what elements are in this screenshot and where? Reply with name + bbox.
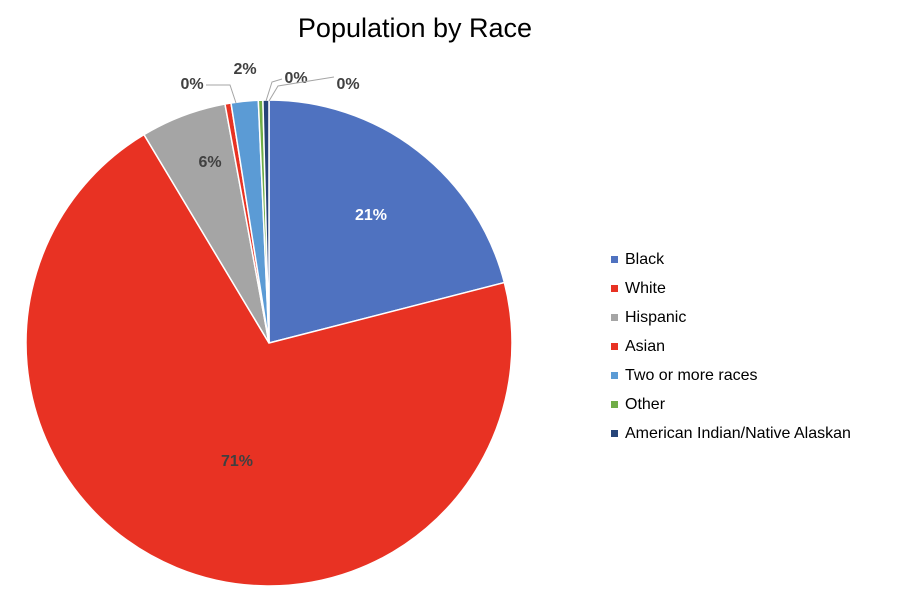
legend-item: American Indian/Native Alaskan — [611, 419, 851, 448]
leader-line — [265, 78, 283, 102]
legend-label: Black — [625, 250, 665, 268]
pie-slice-black — [268, 99, 506, 344]
chart-title: Population by Race — [297, 13, 533, 43]
data-label: 21% — [355, 207, 387, 224]
legend-item: White — [611, 274, 851, 303]
legend-label: Other — [625, 395, 666, 413]
legend-swatch — [611, 256, 618, 263]
legend-label: American Indian/Native Alaskan — [625, 424, 851, 442]
pie-slice-white — [25, 133, 513, 587]
legend-item: Hispanic — [611, 303, 851, 332]
legend-swatch — [611, 285, 618, 292]
legend-label: White — [625, 279, 666, 297]
legend-label: Hispanic — [625, 308, 687, 326]
legend: Black White Hispanic Asian Two or more races… — [611, 245, 851, 448]
data-label: 0% — [180, 76, 203, 93]
leader-line — [206, 84, 237, 104]
legend-swatch — [611, 343, 618, 350]
data-label: 71% — [221, 453, 253, 470]
legend-swatch — [611, 430, 618, 437]
legend-item: Other — [611, 390, 851, 419]
legend-item: Two or more races — [611, 361, 851, 390]
legend-label: Asian — [625, 337, 666, 355]
data-label: 0% — [336, 76, 359, 93]
legend-item: Black — [611, 245, 851, 274]
legend-label: Two or more races — [625, 366, 758, 384]
legend-swatch — [611, 314, 618, 321]
legend-swatch — [611, 401, 618, 408]
data-label: 6% — [198, 154, 221, 171]
legend-item: Asian — [611, 332, 851, 361]
legend-swatch — [611, 372, 618, 379]
data-label: 2% — [233, 61, 256, 78]
data-label: 0% — [284, 70, 307, 87]
leader-line — [268, 76, 335, 102]
